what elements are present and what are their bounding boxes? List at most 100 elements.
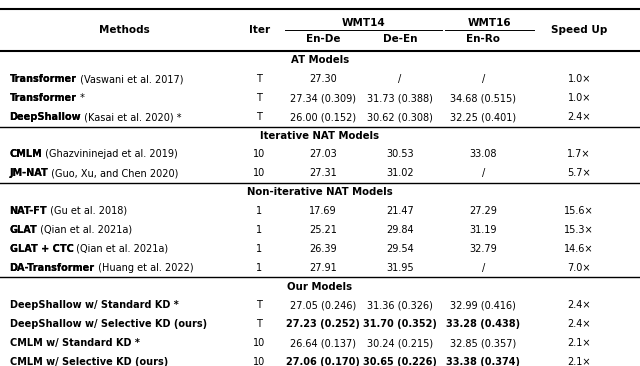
Text: (Vaswani et al. 2017): (Vaswani et al. 2017)	[77, 74, 183, 84]
Text: DA-Transformer: DA-Transformer	[10, 263, 95, 273]
Text: (Qian et al. 2021a): (Qian et al. 2021a)	[74, 244, 168, 254]
Text: 27.05 (0.246): 27.05 (0.246)	[290, 300, 356, 310]
Text: 27.29: 27.29	[469, 206, 497, 216]
Text: 33.28 (0.438): 33.28 (0.438)	[446, 319, 520, 329]
Text: DA-Transformer: DA-Transformer	[10, 263, 95, 273]
Text: 10: 10	[253, 357, 266, 366]
Text: 2.1×: 2.1×	[568, 338, 591, 348]
Text: 27.34 (0.309): 27.34 (0.309)	[290, 93, 356, 103]
Text: 33.38 (0.374): 33.38 (0.374)	[446, 357, 520, 366]
Text: (Guo, Xu, and Chen 2020): (Guo, Xu, and Chen 2020)	[49, 168, 179, 179]
Text: DeepShallow w/ Selective KD (ours): DeepShallow w/ Selective KD (ours)	[10, 319, 207, 329]
Text: 1: 1	[256, 206, 262, 216]
Text: 10: 10	[253, 338, 266, 348]
Text: JM-NAT: JM-NAT	[10, 168, 49, 179]
Text: 5.7×: 5.7×	[568, 168, 591, 179]
Text: 32.79: 32.79	[469, 244, 497, 254]
Text: T: T	[256, 300, 262, 310]
Text: 2.4×: 2.4×	[568, 300, 591, 310]
Text: Transformer: Transformer	[10, 74, 77, 84]
Text: 27.30: 27.30	[309, 74, 337, 84]
Text: 1.7×: 1.7×	[568, 149, 591, 160]
Text: NAT-FT: NAT-FT	[10, 206, 47, 216]
Text: Transformer: Transformer	[10, 74, 77, 84]
Text: 27.31: 27.31	[309, 168, 337, 179]
Text: 1.0×: 1.0×	[568, 74, 591, 84]
Text: 27.06 (0.170): 27.06 (0.170)	[286, 357, 360, 366]
Text: DeepShallow w/ Standard KD *: DeepShallow w/ Standard KD *	[10, 300, 179, 310]
Text: 30.53: 30.53	[386, 149, 414, 160]
Text: 1: 1	[256, 263, 262, 273]
Text: 34.68 (0.515): 34.68 (0.515)	[450, 93, 516, 103]
Text: JM-NAT: JM-NAT	[10, 168, 49, 179]
Text: 15.3×: 15.3×	[564, 225, 594, 235]
Text: WMT14: WMT14	[341, 18, 385, 28]
Text: Methods: Methods	[99, 25, 150, 35]
Text: 17.69: 17.69	[309, 206, 337, 216]
Text: 27.23 (0.252): 27.23 (0.252)	[286, 319, 360, 329]
Text: T: T	[256, 319, 262, 329]
Text: Transformer: Transformer	[10, 93, 77, 103]
Text: 30.62 (0.308): 30.62 (0.308)	[367, 112, 433, 122]
Text: 7.0×: 7.0×	[568, 263, 591, 273]
Text: 33.08: 33.08	[470, 149, 497, 160]
Text: T: T	[256, 112, 262, 122]
Text: AT Models: AT Models	[291, 55, 349, 66]
Text: (Ghazvininejad et al. 2019): (Ghazvininejad et al. 2019)	[42, 149, 178, 160]
Text: 2.4×: 2.4×	[568, 319, 591, 329]
Text: Iterative NAT Models: Iterative NAT Models	[260, 131, 380, 141]
Text: /: /	[398, 74, 402, 84]
Text: 1: 1	[256, 244, 262, 254]
Text: 30.65 (0.226): 30.65 (0.226)	[363, 357, 437, 366]
Text: 27.03: 27.03	[309, 149, 337, 160]
Text: (Qian et al. 2021a): (Qian et al. 2021a)	[37, 225, 132, 235]
Text: Iter: Iter	[248, 25, 270, 35]
Text: (Gu et al. 2018): (Gu et al. 2018)	[47, 206, 127, 216]
Text: 2.4×: 2.4×	[568, 112, 591, 122]
Text: 29.54: 29.54	[386, 244, 414, 254]
Text: Transformer: Transformer	[10, 93, 77, 103]
Text: CMLM w/ Selective KD (ours): CMLM w/ Selective KD (ours)	[10, 357, 168, 366]
Text: 15.6×: 15.6×	[564, 206, 594, 216]
Text: DeepShallow: DeepShallow	[10, 112, 81, 122]
Text: /: /	[481, 263, 485, 273]
Text: 10: 10	[253, 149, 266, 160]
Text: 21.47: 21.47	[386, 206, 414, 216]
Text: 26.39: 26.39	[309, 244, 337, 254]
Text: T: T	[256, 93, 262, 103]
Text: (Kasai et al. 2020) *: (Kasai et al. 2020) *	[81, 112, 182, 122]
Text: 31.95: 31.95	[386, 263, 414, 273]
Text: 27.91: 27.91	[309, 263, 337, 273]
Text: 26.00 (0.152): 26.00 (0.152)	[290, 112, 356, 122]
Text: 32.99 (0.416): 32.99 (0.416)	[451, 300, 516, 310]
Text: DeepShallow: DeepShallow	[10, 112, 81, 122]
Text: NAT-FT: NAT-FT	[10, 206, 47, 216]
Text: 10: 10	[253, 168, 266, 179]
Text: 31.70 (0.352): 31.70 (0.352)	[363, 319, 437, 329]
Text: GLAT + CTC: GLAT + CTC	[10, 244, 74, 254]
Text: 26.64 (0.137): 26.64 (0.137)	[290, 338, 356, 348]
Text: De-En: De-En	[383, 34, 417, 44]
Text: /: /	[481, 168, 485, 179]
Text: GLAT: GLAT	[10, 225, 37, 235]
Text: /: /	[481, 74, 485, 84]
Text: En-De: En-De	[306, 34, 340, 44]
Text: 1.0×: 1.0×	[568, 93, 591, 103]
Text: (Huang et al. 2022): (Huang et al. 2022)	[95, 263, 193, 273]
Text: 29.84: 29.84	[386, 225, 414, 235]
Text: 25.21: 25.21	[309, 225, 337, 235]
Text: Our Models: Our Models	[287, 281, 353, 292]
Text: *: *	[77, 93, 84, 103]
Text: 31.02: 31.02	[386, 168, 414, 179]
Text: GLAT: GLAT	[10, 225, 37, 235]
Text: 2.1×: 2.1×	[568, 357, 591, 366]
Text: Non-iterative NAT Models: Non-iterative NAT Models	[247, 187, 393, 197]
Text: GLAT + CTC: GLAT + CTC	[10, 244, 74, 254]
Text: WMT16: WMT16	[468, 18, 511, 28]
Text: 1: 1	[256, 225, 262, 235]
Text: Speed Up: Speed Up	[551, 25, 607, 35]
Text: 31.36 (0.326): 31.36 (0.326)	[367, 300, 433, 310]
Text: 31.73 (0.388): 31.73 (0.388)	[367, 93, 433, 103]
Text: 32.85 (0.357): 32.85 (0.357)	[450, 338, 516, 348]
Text: 14.6×: 14.6×	[564, 244, 594, 254]
